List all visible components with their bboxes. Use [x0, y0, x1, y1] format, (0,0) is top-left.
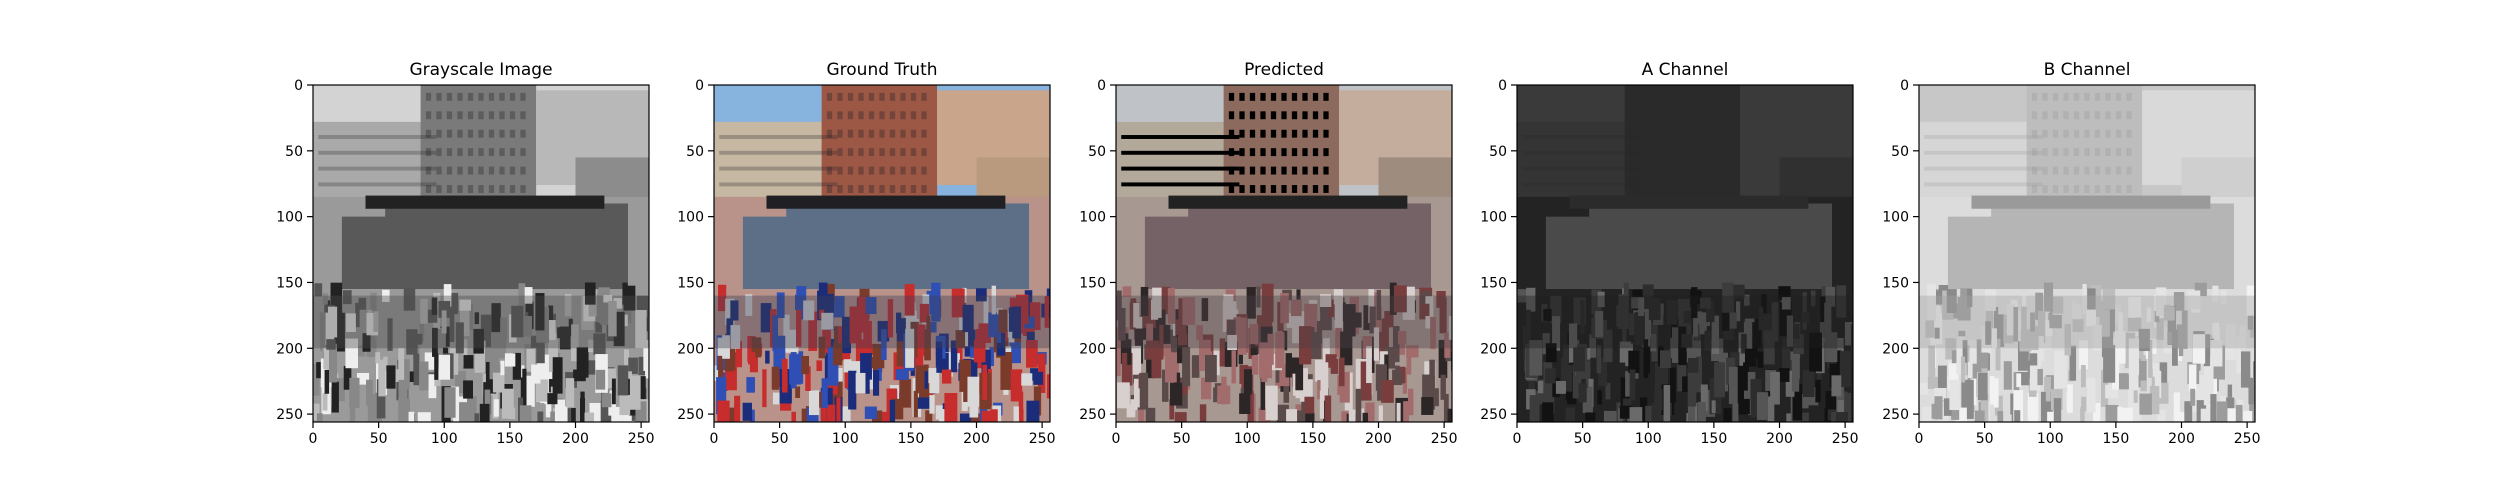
x-tick-label: 150: [1300, 431, 1327, 447]
x-tick-label: 0: [1112, 431, 1121, 447]
x-tick-label: 100: [1234, 431, 1261, 447]
panel-title: Grayscale Image: [409, 60, 552, 80]
y-tick-label: 250: [276, 407, 303, 423]
x-tick-label: 200: [1766, 431, 1793, 447]
x-tick-label: 100: [832, 431, 859, 447]
y-tick-label: 100: [1882, 210, 1909, 226]
panel-title: B Channel: [2044, 60, 2131, 80]
panel-3: Predicted 0 50 100 150 200 250 0 50 100 150 200 250: [1079, 60, 1458, 447]
y-tick-label: 200: [1079, 341, 1106, 357]
x-tick-label: 150: [898, 431, 925, 447]
x-tick-label: 250: [628, 431, 655, 447]
x-tick-label: 150: [497, 431, 524, 447]
x-tick-label: 0: [1915, 431, 1924, 447]
panel-title: Predicted: [1244, 60, 1324, 80]
x-tick-label: 50: [370, 431, 388, 447]
panel-5: B Channel 0 50 100 150 200 250 0 50 100 150 200 250: [1882, 60, 2261, 447]
y-tick-label: 0: [1097, 78, 1106, 94]
panel-image: [1517, 85, 1853, 422]
axes-frame: [312, 84, 650, 423]
panel-1: Grayscale Image 0 50 100 150 200 250 0 50 100 150 2…: [276, 60, 655, 447]
x-tick-label: 150: [2103, 431, 2130, 447]
axes-frame: [1918, 84, 2256, 423]
y-tick-label: 100: [276, 210, 303, 226]
y-tick-label: 50: [1891, 144, 1909, 160]
y-tick-label: 200: [276, 341, 303, 357]
y-tick-label: 0: [695, 78, 704, 94]
x-tick-label: 250: [1029, 431, 1056, 447]
y-tick-label: 50: [1088, 144, 1106, 160]
x-tick-label: 200: [2168, 431, 2195, 447]
y-tick-label: 250: [1079, 407, 1106, 423]
y-tick-label: 200: [1480, 341, 1507, 357]
y-tick-label: 50: [1489, 144, 1507, 160]
panel-2: Ground Truth 0 50 100 150 200 250 0 50 100 150 200 2…: [677, 60, 1056, 447]
x-tick-label: 50: [771, 431, 789, 447]
y-tick-label: 250: [1882, 407, 1909, 423]
x-tick-label: 200: [1365, 431, 1392, 447]
axes-frame: [1115, 84, 1453, 423]
y-tick-label: 0: [1900, 78, 1909, 94]
y-tick-label: 150: [1480, 275, 1507, 291]
y-tick-label: 50: [686, 144, 704, 160]
y-tick-label: 200: [677, 341, 704, 357]
x-tick-label: 150: [1701, 431, 1728, 447]
panel-image: [1919, 85, 2255, 422]
x-tick-label: 250: [1431, 431, 1458, 447]
x-tick-label: 100: [1635, 431, 1662, 447]
panel-image: [1116, 85, 1452, 422]
panel-image: [714, 85, 1050, 422]
y-tick-label: 100: [1480, 210, 1507, 226]
axes-frame: [1516, 84, 1854, 423]
axes-frame: [713, 84, 1051, 423]
x-tick-label: 50: [1173, 431, 1191, 447]
x-tick-label: 200: [963, 431, 990, 447]
y-tick-label: 150: [677, 275, 704, 291]
y-tick-label: 100: [1079, 210, 1106, 226]
y-tick-label: 0: [294, 78, 303, 94]
panel-image: [313, 85, 649, 422]
panel-4: A Channel 0 50 100 150 200 250 0 50 100 150 200 250: [1480, 60, 1859, 447]
y-tick-label: 250: [677, 407, 704, 423]
x-tick-label: 100: [2037, 431, 2064, 447]
y-tick-label: 200: [1882, 341, 1909, 357]
x-tick-label: 200: [562, 431, 589, 447]
y-tick-label: 150: [1882, 275, 1909, 291]
x-tick-label: 50: [1976, 431, 1994, 447]
x-tick-label: 50: [1574, 431, 1592, 447]
x-tick-label: 0: [309, 431, 318, 447]
x-tick-label: 250: [1832, 431, 1859, 447]
y-tick-label: 0: [1498, 78, 1507, 94]
y-tick-label: 150: [1079, 275, 1106, 291]
x-tick-label: 0: [710, 431, 719, 447]
x-tick-label: 250: [2234, 431, 2261, 447]
y-tick-label: 100: [677, 210, 704, 226]
x-tick-label: 100: [431, 431, 458, 447]
y-tick-label: 50: [285, 144, 303, 160]
x-tick-label: 0: [1513, 431, 1522, 447]
panel-title: A Channel: [1642, 60, 1729, 80]
y-tick-label: 150: [276, 275, 303, 291]
y-tick-label: 250: [1480, 407, 1507, 423]
panel-title: Ground Truth: [826, 60, 937, 80]
